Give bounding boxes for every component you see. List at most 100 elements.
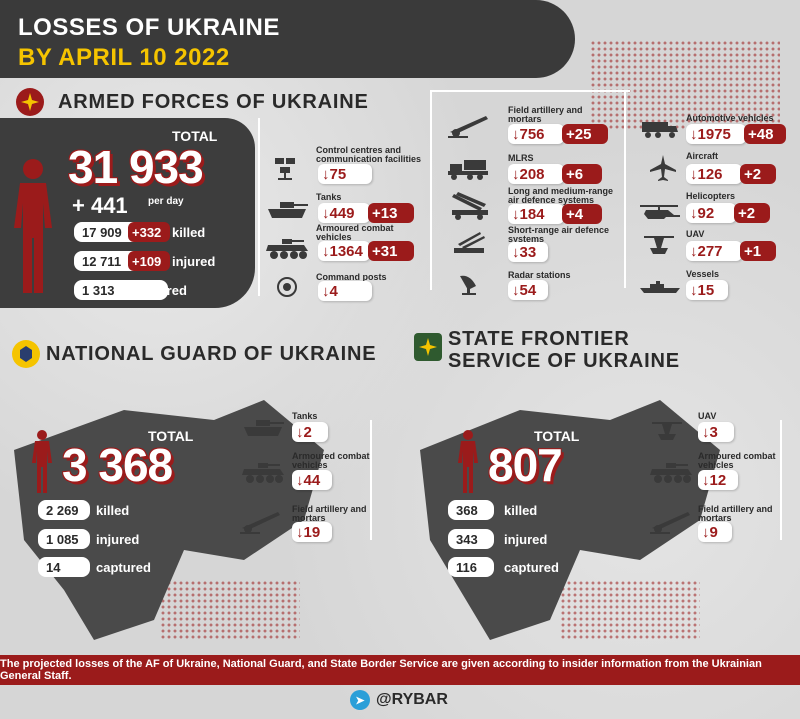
afu-total-label: TOTAL <box>172 128 218 144</box>
afu-section-title: ARMED FORCES OF UKRAINE <box>58 91 369 113</box>
tank-icon <box>266 200 310 225</box>
afu-c3-value-0: ↓1975 <box>686 124 746 144</box>
afu-c3-value-2: ↓92 <box>686 203 736 223</box>
afu-c1-label-3: Command posts <box>316 272 387 282</box>
afu-c2-label-4: Radar stations <box>508 270 571 280</box>
afu-emblem-icon <box>16 88 44 116</box>
radar-icon <box>456 272 482 301</box>
afu-c3-inc-2: +2 <box>734 203 770 223</box>
ship-icon <box>638 280 682 299</box>
ng-killed-label: killed <box>96 503 130 518</box>
sfs-emblem-icon <box>414 333 442 361</box>
afu-c3-label-0: Automotive vehicles <box>686 113 774 123</box>
sfs-value-1: ↓12 <box>698 470 738 490</box>
afu-c3-value-1: ↓126 <box>686 164 742 184</box>
soldier-icon <box>458 430 478 493</box>
ng-injured-pill: 1 085 <box>38 529 90 549</box>
afu-c1-label-2: Armoured combat vehicles <box>316 223 394 242</box>
afu-injured-inc: +109 <box>128 251 170 271</box>
afu-total-value: 31 933 <box>68 141 204 193</box>
connector-line <box>430 90 432 290</box>
afu-c2-inc-2: +4 <box>562 204 602 224</box>
apc-icon <box>264 238 310 265</box>
connector-line <box>258 118 260 296</box>
afu-c3-inc-0: +48 <box>744 124 786 144</box>
ng-value-2: ↓19 <box>292 522 332 542</box>
afu-c2-inc-0: +25 <box>562 124 608 144</box>
ng-label-1: Armoured combat vehicles <box>292 451 370 470</box>
helicopter-icon <box>636 204 682 227</box>
afu-killed-inc: +332 <box>128 222 170 242</box>
page-title: LOSSES OF UKRAINE <box>18 14 280 41</box>
drone-icon <box>650 420 684 447</box>
ng-section-title: NATIONAL GUARD OF UKRAINE <box>46 343 377 365</box>
sfs-label-1: Armoured combat vehicles <box>698 451 776 470</box>
footer-note: The projected losses of the AF of Ukrain… <box>0 655 800 685</box>
telegram-handle[interactable]: ➤ @RYBAR <box>350 690 448 710</box>
afu-c3-label-3: UAV <box>686 229 705 239</box>
afu-c1-value-1: ↓449 <box>318 203 370 223</box>
afu-c3-label-4: Vessels <box>686 269 720 279</box>
afu-per-day-value: + 441 <box>72 193 128 218</box>
sfs-injured-pill: 343 <box>448 529 494 549</box>
artillery-icon <box>648 510 694 539</box>
afu-c2-label-1: MLRS <box>508 153 534 163</box>
connector-line <box>780 420 782 540</box>
radar-dish-icon <box>276 276 298 303</box>
afu-c2-inc-1: +6 <box>562 164 602 184</box>
sfs-map-shape <box>420 400 720 640</box>
afu-c1-value-3: ↓4 <box>318 281 372 301</box>
sfs-total-label: TOTAL <box>534 428 580 444</box>
ng-label-2: Field artillery and mortars <box>292 504 367 523</box>
sfs-section-title-line1: STATE FRONTIER <box>448 328 630 350</box>
telegram-icon: ➤ <box>350 690 370 710</box>
apc-icon <box>648 462 694 489</box>
sfs-section-title-line2: SERVICE OF UKRAINE <box>448 350 680 372</box>
afu-c3-inc-1: +2 <box>740 164 776 184</box>
connector-line <box>430 90 630 92</box>
sfs-total-value: 807 <box>488 439 563 491</box>
sfs-captured-label: captured <box>504 560 559 575</box>
sfs-injured-label: injured <box>504 532 548 547</box>
sfs-value-0: ↓3 <box>698 422 734 442</box>
afu-c2-label-3: Short-range air defence systems <box>508 225 610 244</box>
connector-line <box>370 420 372 540</box>
ng-value-0: ↓2 <box>292 422 328 442</box>
ng-killed-pill: 2 269 <box>38 500 90 520</box>
afu-c1-label-0: Control centres and communication facili… <box>316 145 422 164</box>
soldier-icon <box>32 430 52 493</box>
afu-c2-value-4: ↓54 <box>508 280 548 300</box>
afu-c2-label-0: Field artillery and mortars <box>508 105 583 124</box>
ng-captured-label: captured <box>96 560 151 575</box>
ng-value-1: ↓44 <box>292 470 332 490</box>
sam-icon <box>448 190 492 225</box>
sfs-label-0: UAV <box>698 411 717 421</box>
truck-icon <box>640 118 680 145</box>
afu-c3-inc-3: +1 <box>740 241 776 261</box>
ng-captured-pill: 14 <box>38 557 90 577</box>
connector-line <box>624 90 626 288</box>
afu-c1-value-0: ↓75 <box>318 164 372 184</box>
sfs-killed-label: killed <box>504 503 538 518</box>
afu-c1-value-2: ↓1364 <box>318 241 370 261</box>
page-subtitle: BY APRIL 10 2022 <box>18 44 230 71</box>
afu-c2-value-0: ↓756 <box>508 124 564 144</box>
sfs-captured-pill: 116 <box>448 557 494 577</box>
ng-total-value: 3 368 <box>62 439 173 491</box>
jet-icon <box>648 154 678 187</box>
afu-c2-label-2: Long and medium-range air defence system… <box>508 186 614 205</box>
afu-c2-value-2: ↓184 <box>508 204 564 224</box>
sfs-label-2: Field artillery and mortars <box>698 504 773 523</box>
decor-dots <box>560 580 700 640</box>
afu-c3-label-1: Aircraft <box>686 151 719 161</box>
afu-c1-label-1: Tanks <box>316 192 342 202</box>
mlrs-icon <box>446 158 492 185</box>
afu-captured-label: captured <box>132 283 187 298</box>
afu-per-day-label: per day <box>148 196 184 207</box>
handle-text: @RYBAR <box>376 691 448 708</box>
drone-icon <box>642 234 676 261</box>
sfs-killed-pill: 368 <box>448 500 494 520</box>
tank-icon <box>242 418 286 443</box>
server-icon <box>272 155 298 186</box>
decor-dots <box>590 40 780 130</box>
